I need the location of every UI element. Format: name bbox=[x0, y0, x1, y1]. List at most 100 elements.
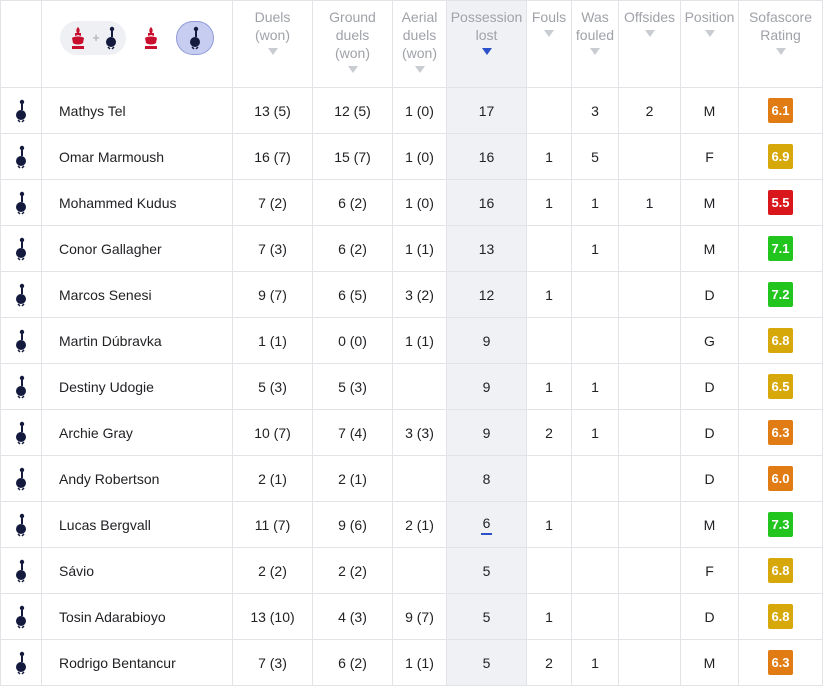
sort-arrow-icon[interactable] bbox=[590, 48, 600, 55]
column-header-ground[interactable]: Ground duels (won) bbox=[312, 0, 393, 88]
cell-aerial: 1 (1) bbox=[392, 225, 447, 272]
team-crest-cell bbox=[0, 409, 42, 456]
cell-possession: 6 bbox=[446, 501, 527, 548]
cell-rating: 7.1 bbox=[738, 225, 823, 272]
sort-arrow-icon[interactable] bbox=[347, 66, 358, 73]
team-crest-cell bbox=[0, 593, 42, 640]
column-header-position[interactable]: Position bbox=[680, 0, 739, 88]
table-row[interactable]: Lucas Bergvall 11 (7) 9 (6) 2 (1) 6 1 M 7.3 bbox=[0, 501, 823, 548]
cell-position: D bbox=[680, 455, 739, 502]
cell-aerial: 3 (3) bbox=[392, 409, 447, 456]
column-header-offsides[interactable]: Offsides bbox=[618, 0, 681, 88]
player-name[interactable]: Rodrigo Bentancur bbox=[41, 639, 233, 686]
rating-badge: 6.3 bbox=[768, 650, 793, 675]
cell-duels: 13 (10) bbox=[232, 593, 313, 640]
table-row[interactable]: Marcos Senesi 9 (7) 6 (5) 3 (2) 12 1 D 7.2 bbox=[0, 271, 823, 318]
column-header-possession[interactable]: Possession lost bbox=[446, 0, 527, 88]
table-row[interactable]: Sávio 2 (2) 2 (2) 5 F 6.8 bbox=[0, 547, 823, 594]
cell-possession: 12 bbox=[446, 271, 527, 318]
column-header-rating[interactable]: Sofascore Rating bbox=[738, 0, 823, 88]
liverpool-filter-button[interactable] bbox=[132, 21, 170, 55]
table-body: Mathys Tel 13 (5) 12 (5) 1 (0) 17 3 2 M 6.1 Omar … bbox=[0, 87, 823, 686]
cell-offsides bbox=[618, 639, 681, 686]
table-row[interactable]: Rodrigo Bentancur 7 (3) 6 (2) 1 (1) 5 2 1 M 6.3 bbox=[0, 639, 823, 686]
both-teams-filter-button[interactable]: + bbox=[60, 21, 126, 55]
cell-fouled bbox=[571, 455, 619, 502]
column-header-label: Offsides bbox=[623, 9, 676, 25]
player-name[interactable]: Mohammed Kudus bbox=[41, 179, 233, 226]
sort-arrow-icon[interactable] bbox=[644, 30, 655, 37]
combine-plus-sign: + bbox=[92, 30, 100, 45]
cell-duels: 16 (7) bbox=[232, 133, 313, 180]
cell-position: D bbox=[680, 593, 739, 640]
cell-aerial bbox=[392, 363, 447, 410]
player-name[interactable]: Conor Gallagher bbox=[41, 225, 233, 272]
cell-rating: 5.5 bbox=[738, 179, 823, 226]
cell-ground: 9 (6) bbox=[312, 501, 393, 548]
cell-rating: 6.0 bbox=[738, 455, 823, 502]
liverpool-crest-icon bbox=[72, 27, 85, 49]
table-row[interactable]: Tosin Adarabioyo 13 (10) 4 (3) 9 (7) 5 1 D 6.8 bbox=[0, 593, 823, 640]
cell-fouls: 2 bbox=[526, 639, 572, 686]
column-header-aerial[interactable]: Aerial duels (won) bbox=[392, 0, 447, 88]
player-name[interactable]: Archie Gray bbox=[41, 409, 233, 456]
rating-badge: 6.0 bbox=[768, 466, 793, 491]
column-header-label: Was fouled bbox=[575, 9, 615, 43]
cell-position: F bbox=[680, 133, 739, 180]
cell-fouled: 1 bbox=[571, 639, 619, 686]
player-name[interactable]: Destiny Udogie bbox=[41, 363, 233, 410]
cell-offsides bbox=[618, 133, 681, 180]
player-name[interactable]: Marcos Senesi bbox=[41, 271, 233, 318]
table-row[interactable]: Archie Gray 10 (7) 7 (4) 3 (3) 9 2 1 D 6.3 bbox=[0, 409, 823, 456]
rating-badge: 6.8 bbox=[768, 328, 793, 353]
table-row[interactable]: Destiny Udogie 5 (3) 5 (3) 9 1 1 D 6.5 bbox=[0, 363, 823, 410]
player-name[interactable]: Omar Marmoush bbox=[41, 133, 233, 180]
cell-fouled: 3 bbox=[571, 87, 619, 134]
cell-rating: 6.8 bbox=[738, 593, 823, 640]
cell-fouled: 1 bbox=[571, 179, 619, 226]
cell-rating: 6.9 bbox=[738, 133, 823, 180]
cell-fouls: 2 bbox=[526, 409, 572, 456]
team-crest-cell bbox=[0, 455, 42, 502]
tottenham-filter-button[interactable] bbox=[175, 21, 214, 55]
table-row[interactable]: Omar Marmoush 16 (7) 15 (7) 1 (0) 16 1 5 F 6.9 bbox=[0, 133, 823, 180]
table-row[interactable]: Mohammed Kudus 7 (2) 6 (2) 1 (0) 16 1 1 1 M 5.5 bbox=[0, 179, 823, 226]
cell-fouled: 1 bbox=[571, 409, 619, 456]
cell-aerial bbox=[392, 547, 447, 594]
team-filter-group: + bbox=[60, 21, 214, 55]
tottenham-crest-icon bbox=[16, 283, 26, 307]
table-row[interactable]: Andy Robertson 2 (1) 2 (1) 8 D 6.0 bbox=[0, 455, 823, 502]
table-row[interactable]: Mathys Tel 13 (5) 12 (5) 1 (0) 17 3 2 M 6.1 bbox=[0, 87, 823, 134]
column-header-label: Duels (won) bbox=[254, 9, 291, 43]
player-name[interactable]: Martin Dúbravka bbox=[41, 317, 233, 364]
player-name[interactable]: Lucas Bergvall bbox=[41, 501, 233, 548]
team-crest-cell bbox=[0, 225, 42, 272]
sort-arrow-icon[interactable] bbox=[544, 30, 554, 37]
sort-arrow-icon[interactable] bbox=[775, 48, 786, 55]
column-header-fouled[interactable]: Was fouled bbox=[571, 0, 619, 88]
cell-ground: 12 (5) bbox=[312, 87, 393, 134]
tottenham-crest-icon bbox=[16, 145, 26, 169]
rating-badge: 6.1 bbox=[768, 98, 793, 123]
cell-fouls: 1 bbox=[526, 179, 572, 226]
column-header-duels[interactable]: Duels (won) bbox=[232, 0, 313, 88]
column-header-fouls[interactable]: Fouls bbox=[526, 0, 572, 88]
player-name[interactable]: Mathys Tel bbox=[41, 87, 233, 134]
player-name[interactable]: Tosin Adarabioyo bbox=[41, 593, 233, 640]
sort-arrow-icon[interactable] bbox=[414, 66, 425, 73]
cell-offsides bbox=[618, 409, 681, 456]
table-row[interactable]: Conor Gallagher 7 (3) 6 (2) 1 (1) 13 1 M 7.1 bbox=[0, 225, 823, 272]
team-crest-cell bbox=[0, 547, 42, 594]
cell-fouls bbox=[526, 547, 572, 594]
player-name[interactable]: Sávio bbox=[41, 547, 233, 594]
sort-arrow-icon[interactable] bbox=[704, 30, 715, 37]
cell-ground: 7 (4) bbox=[312, 409, 393, 456]
cell-position: M bbox=[680, 179, 739, 226]
cell-position: M bbox=[680, 87, 739, 134]
sort-arrow-icon[interactable] bbox=[267, 48, 278, 55]
player-name[interactable]: Andy Robertson bbox=[41, 455, 233, 502]
sort-arrow-icon[interactable] bbox=[481, 48, 492, 55]
table-row[interactable]: Martin Dúbravka 1 (1) 0 (0) 1 (1) 9 G 6.8 bbox=[0, 317, 823, 364]
tottenham-crest-icon bbox=[16, 191, 26, 215]
rating-badge: 7.3 bbox=[768, 512, 793, 537]
